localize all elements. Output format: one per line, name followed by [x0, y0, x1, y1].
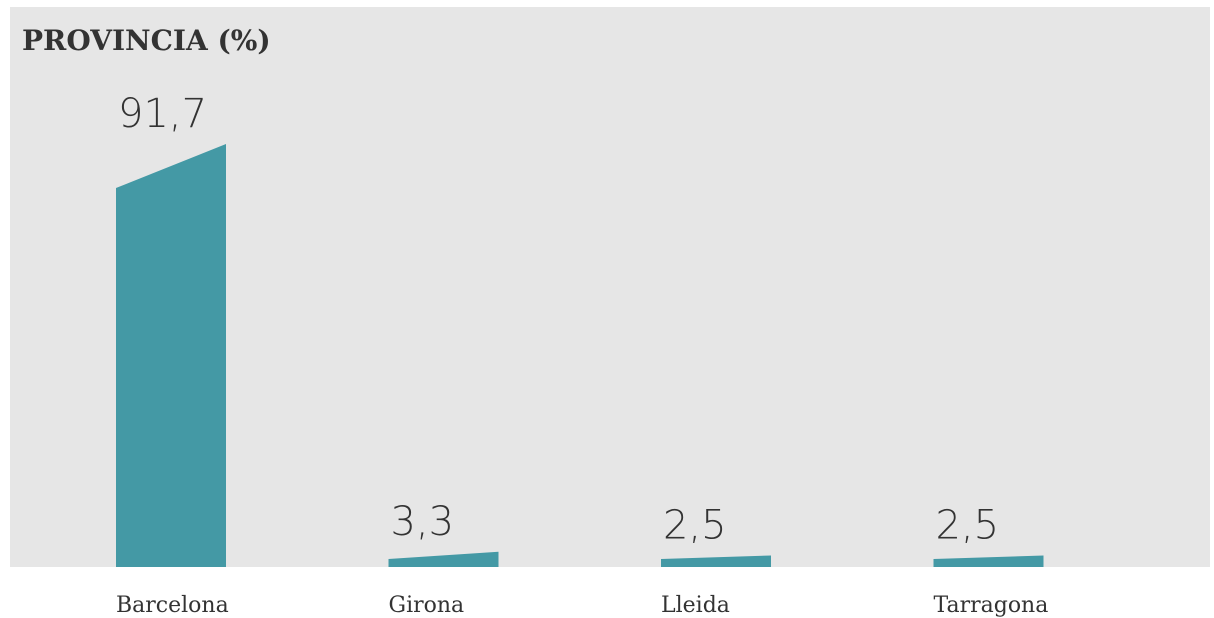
value-label-tarragona: 2,5: [936, 502, 1000, 548]
category-label-barcelona: Barcelona: [116, 593, 229, 618]
bars-group: [116, 144, 1044, 567]
bar-barcelona: [116, 144, 226, 567]
category-label-girona: Girona: [389, 593, 465, 618]
chart-title: PROVINCIA (%): [22, 24, 271, 57]
value-label-barcelona: 91,7: [118, 91, 207, 137]
bar-tarragona: [933, 555, 1044, 567]
category-label-tarragona: Tarragona: [934, 593, 1049, 618]
bar-lleida: [661, 555, 771, 567]
category-labels-group: Barcelona Girona Lleida Tarragona: [116, 593, 1048, 618]
value-labels-group: 91,7 3,3 2,5 2,5: [118, 91, 999, 548]
category-label-lleida: Lleida: [661, 593, 730, 618]
bar-girona: [388, 551, 499, 567]
value-label-lleida: 2,5: [663, 502, 727, 548]
value-label-girona: 3,3: [391, 499, 455, 545]
